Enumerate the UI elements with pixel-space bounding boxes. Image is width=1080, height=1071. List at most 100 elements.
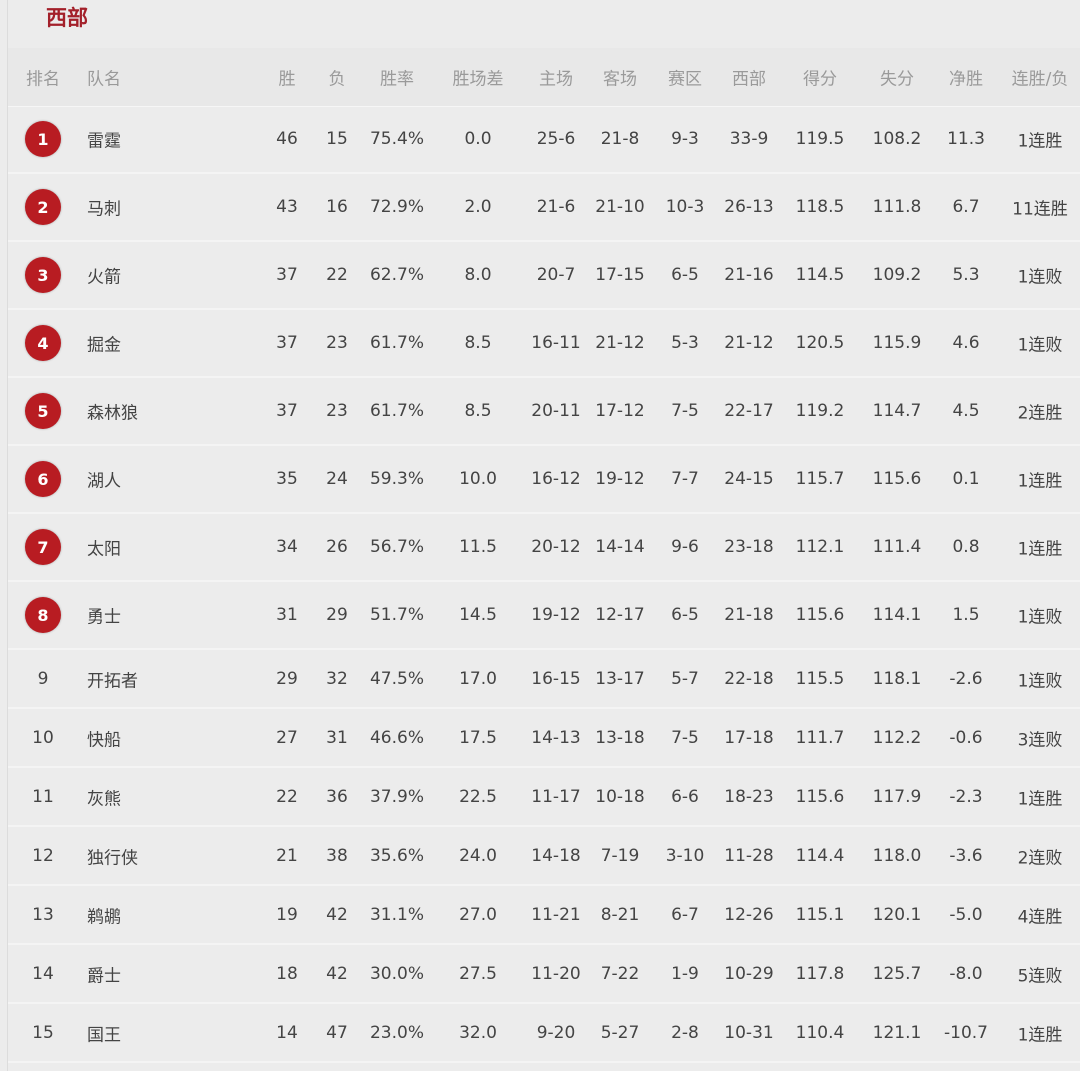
cell-away: 21-10 xyxy=(595,197,645,217)
cell-net: -5.0 xyxy=(949,904,983,925)
cell-streak: 1连胜 xyxy=(1017,471,1063,492)
cell-conference: 21-12 xyxy=(724,333,774,353)
header-win-pct: 胜率 xyxy=(380,69,414,90)
cell-home: 20-7 xyxy=(536,265,576,285)
cell-wins: 19 xyxy=(276,904,298,925)
cell-win-pct: 35.6% xyxy=(369,845,425,866)
cell-losses: 24 xyxy=(326,469,348,489)
cell-home: 9-20 xyxy=(536,1022,576,1043)
cell-win-pct: 30.0% xyxy=(369,963,425,984)
cell-games-behind: 14.5 xyxy=(459,605,497,625)
cell-win-pct: 62.7% xyxy=(369,265,425,285)
cell-win-pct: 37.9% xyxy=(369,786,425,807)
table-row[interactable]: 3 火箭 37 22 62.7% 8.0 20-7 17-15 6-5 21-16 114.5 109… xyxy=(8,242,1080,310)
cell-away: 13-18 xyxy=(595,727,645,748)
cell-wins: 21 xyxy=(276,845,298,866)
cell-points-for: 119.5 xyxy=(795,129,845,149)
cell-points-against: 115.9 xyxy=(872,333,922,353)
cell-division: 9-6 xyxy=(671,537,699,557)
cell-away: 13-17 xyxy=(595,668,645,689)
cell-games-behind: 10.0 xyxy=(459,469,497,489)
cell-home: 25-6 xyxy=(536,129,576,149)
cell-division: 6-6 xyxy=(671,786,699,807)
cell-points-for: 115.6 xyxy=(795,786,845,807)
cell-losses: 23 xyxy=(326,401,348,421)
cell-losses: 42 xyxy=(326,963,348,984)
cell-streak: 1连败 xyxy=(1017,335,1063,356)
table-row[interactable]: 9 开拓者 29 32 47.5% 17.0 16-15 13-17 5-7 22-18 115.5… xyxy=(8,650,1080,709)
cell-wins: 37 xyxy=(276,333,298,353)
cell-points-against: 125.7 xyxy=(872,963,922,984)
cell-division: 6-5 xyxy=(671,265,699,285)
cell-conference: 12-26 xyxy=(724,904,774,925)
cell-conference: 24-15 xyxy=(724,469,774,489)
cell-losses: 38 xyxy=(326,845,348,866)
cell-net: -2.6 xyxy=(949,668,983,689)
table-row[interactable]: 13 鹈鹕 19 42 31.1% 27.0 11-21 8-21 6-7 12-26 115.1 1… xyxy=(8,886,1080,945)
cell-net: 6.7 xyxy=(952,197,980,217)
cell-losses: 36 xyxy=(326,786,348,807)
cell-losses: 22 xyxy=(326,265,348,285)
cell-team: 雷霆 xyxy=(87,131,121,152)
cell-away: 21-12 xyxy=(595,333,645,353)
cell-rank: 10 xyxy=(32,727,54,748)
header-games-behind: 胜场差 xyxy=(452,69,504,90)
cell-games-behind: 27.5 xyxy=(459,963,497,984)
cell-team: 森林狼 xyxy=(87,403,138,424)
cell-losses: 15 xyxy=(326,129,348,149)
cell-points-for: 118.5 xyxy=(795,197,845,217)
rank-badge: 4 xyxy=(25,325,61,361)
cell-division: 5-7 xyxy=(671,668,699,689)
table-row[interactable]: 6 湖人 35 24 59.3% 10.0 16-12 19-12 7-7 24-15 115.7 1… xyxy=(8,446,1080,514)
cell-net: 5.3 xyxy=(952,265,980,285)
cell-team: 爵士 xyxy=(87,966,121,986)
cell-away: 10-18 xyxy=(595,786,645,807)
table-row[interactable]: 14 爵士 18 42 30.0% 27.5 11-20 7-22 1-9 10-29 117.8 1… xyxy=(8,945,1080,1004)
cell-team: 湖人 xyxy=(87,471,121,492)
cell-losses: 29 xyxy=(326,605,348,625)
table-row[interactable]: 15 国王 14 47 23.0% 32.0 9-20 5-27 2-8 10-31 110.4 12… xyxy=(8,1004,1080,1063)
table-row[interactable]: 8 勇士 31 29 51.7% 14.5 19-12 12-17 6-5 21-18 115.6 1… xyxy=(8,582,1080,650)
cell-away: 19-12 xyxy=(595,469,645,489)
table-row[interactable]: 5 森林狼 37 23 61.7% 8.5 20-11 17-12 7-5 22-17 119.2 1… xyxy=(8,378,1080,446)
rank-badge: 2 xyxy=(25,189,61,225)
cell-team: 国王 xyxy=(87,1025,121,1045)
cell-away: 7-19 xyxy=(600,845,640,866)
cell-streak: 2连胜 xyxy=(1017,403,1063,424)
cell-points-against: 115.6 xyxy=(872,469,922,489)
cell-net: -0.6 xyxy=(949,727,983,748)
cell-games-behind: 32.0 xyxy=(459,1022,497,1043)
cell-streak: 4连胜 xyxy=(1017,907,1063,927)
table-row[interactable]: 12 独行侠 21 38 35.6% 24.0 14-18 7-19 3-10 11-28 114.… xyxy=(8,827,1080,886)
cell-points-for: 110.4 xyxy=(795,1022,845,1043)
cell-points-against: 118.0 xyxy=(872,845,922,866)
cell-wins: 35 xyxy=(276,469,298,489)
cell-points-for: 120.5 xyxy=(795,333,845,353)
table-row[interactable]: 2 马刺 43 16 72.9% 2.0 21-6 21-10 10-3 26-13 118.5 11… xyxy=(8,174,1080,242)
table-row[interactable]: 1 雷霆 46 15 75.4% 0.0 25-6 21-8 9-3 33-9 119.5 108.2… xyxy=(8,106,1080,174)
cell-away: 17-12 xyxy=(595,401,645,421)
table-row[interactable]: 10 快船 27 31 46.6% 17.5 14-13 13-18 7-5 17-18 111.7… xyxy=(8,709,1080,768)
cell-games-behind: 17.5 xyxy=(459,727,497,748)
rank-badge: 8 xyxy=(25,597,61,633)
table-row[interactable]: 7 太阳 34 26 56.7% 11.5 20-12 14-14 9-6 23-18 112.1 1… xyxy=(8,514,1080,582)
cell-home: 19-12 xyxy=(531,605,581,625)
table-row[interactable]: 11 灰熊 22 36 37.9% 22.5 11-17 10-18 6-6 18-23 115.6… xyxy=(8,768,1080,827)
cell-away: 5-27 xyxy=(600,1022,640,1043)
cell-win-pct: 72.9% xyxy=(369,197,425,217)
cell-conference: 26-13 xyxy=(724,197,774,217)
cell-games-behind: 8.5 xyxy=(464,333,492,353)
cell-team: 火箭 xyxy=(87,267,121,288)
cell-team: 掘金 xyxy=(87,335,121,356)
cell-win-pct: 59.3% xyxy=(369,469,425,489)
cell-points-against: 111.8 xyxy=(872,197,922,217)
cell-net: -3.6 xyxy=(949,845,983,866)
cell-rank: 14 xyxy=(32,963,54,984)
header-rank: 排名 xyxy=(26,69,60,90)
table-row[interactable]: 4 掘金 37 23 61.7% 8.5 16-11 21-12 5-3 21-12 120.5 11… xyxy=(8,310,1080,378)
cell-wins: 22 xyxy=(276,786,298,807)
cell-home: 16-12 xyxy=(531,469,581,489)
cell-streak: 1连胜 xyxy=(1017,539,1063,560)
cell-net: 4.5 xyxy=(952,401,980,421)
cell-team: 独行侠 xyxy=(87,848,138,868)
